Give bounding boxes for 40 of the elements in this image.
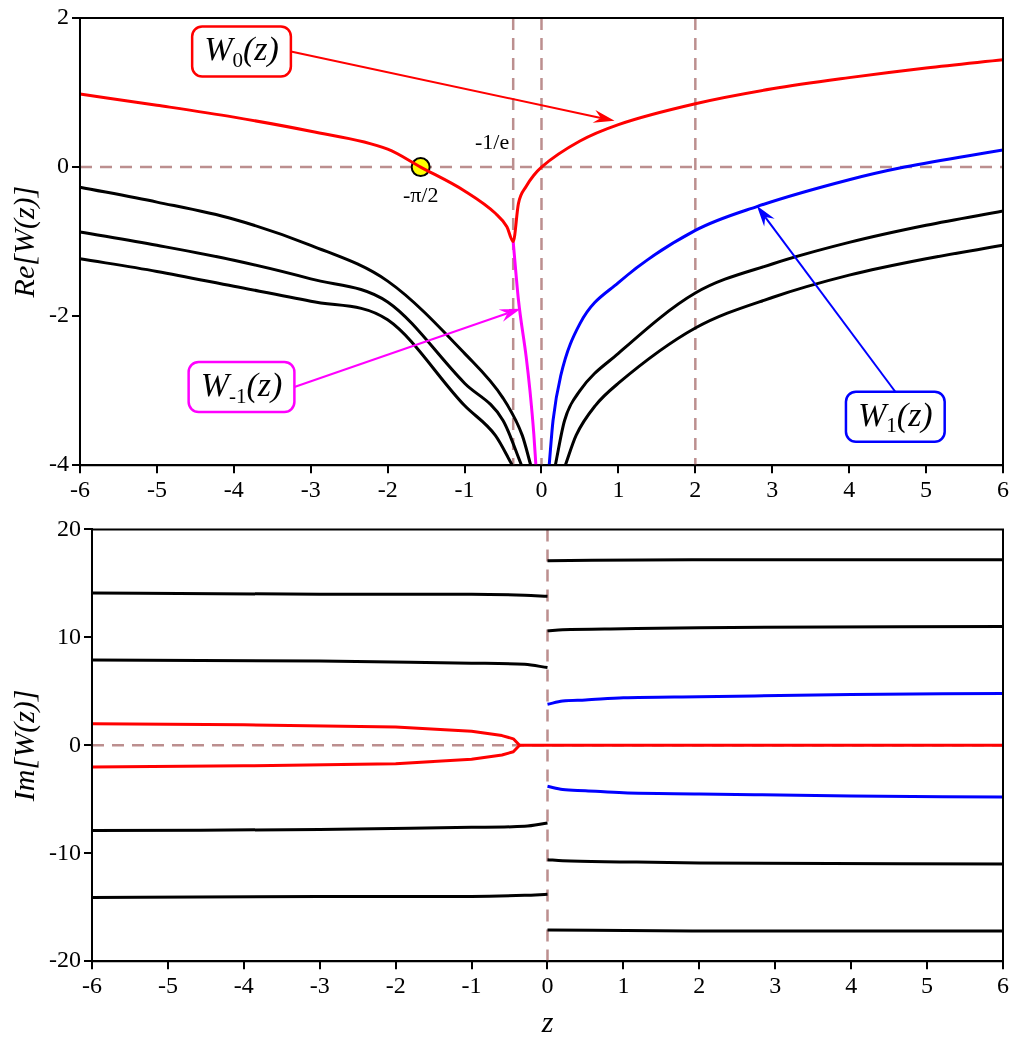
y-tick-label: 2: [56, 3, 69, 30]
ref-line-label: -1/e: [474, 129, 510, 154]
x-tick-label: -1: [461, 971, 482, 998]
x-tick-label: -3: [300, 475, 321, 502]
x-tick-label: 4: [845, 971, 858, 998]
x-axis-title: z: [540, 1004, 554, 1038]
x-tick-label: 3: [766, 475, 779, 502]
x-tick-label: -1: [454, 475, 475, 502]
y-tick-label: 10: [56, 622, 81, 649]
x-tick-label: 2: [693, 971, 706, 998]
x-tick-label: 1: [617, 971, 630, 998]
x-tick-label: -6: [69, 475, 90, 502]
y-axis-title: Im[W(z)]: [6, 689, 41, 803]
x-tick-label: -3: [309, 971, 330, 998]
y-tick-label: 0: [68, 730, 81, 757]
y-tick-label: -4: [48, 450, 69, 477]
x-tick-label: -5: [146, 475, 167, 502]
x-tick-label: -2: [377, 475, 398, 502]
y-tick-label: 20: [56, 514, 81, 541]
x-tick-label: 6: [997, 971, 1009, 998]
annotation: -π/2: [402, 181, 439, 207]
y-tick-label: -2: [48, 301, 69, 328]
x-tick-label: 0: [535, 475, 548, 502]
x-tick-label: 6: [997, 475, 1009, 502]
x-tick-label: 1: [612, 475, 625, 502]
x-tick-label: 4: [843, 475, 856, 502]
x-tick-label: -5: [157, 971, 178, 998]
y-axis-title: Re[W(z)]: [6, 185, 41, 299]
x-tick-label: 5: [920, 475, 933, 502]
x-tick-label: 3: [769, 971, 782, 998]
x-tick-label: 2: [689, 475, 702, 502]
x-tick-label: -4: [233, 971, 254, 998]
x-tick-label: 0: [541, 971, 554, 998]
x-tick-label: -6: [81, 971, 102, 998]
y-tick-label: -20: [48, 946, 81, 973]
y-tick-label: -10: [48, 838, 81, 865]
x-tick-label: -2: [385, 971, 406, 998]
x-tick-label: -4: [223, 475, 244, 502]
y-tick-label: 0: [56, 152, 69, 179]
x-tick-label: 5: [921, 971, 934, 998]
